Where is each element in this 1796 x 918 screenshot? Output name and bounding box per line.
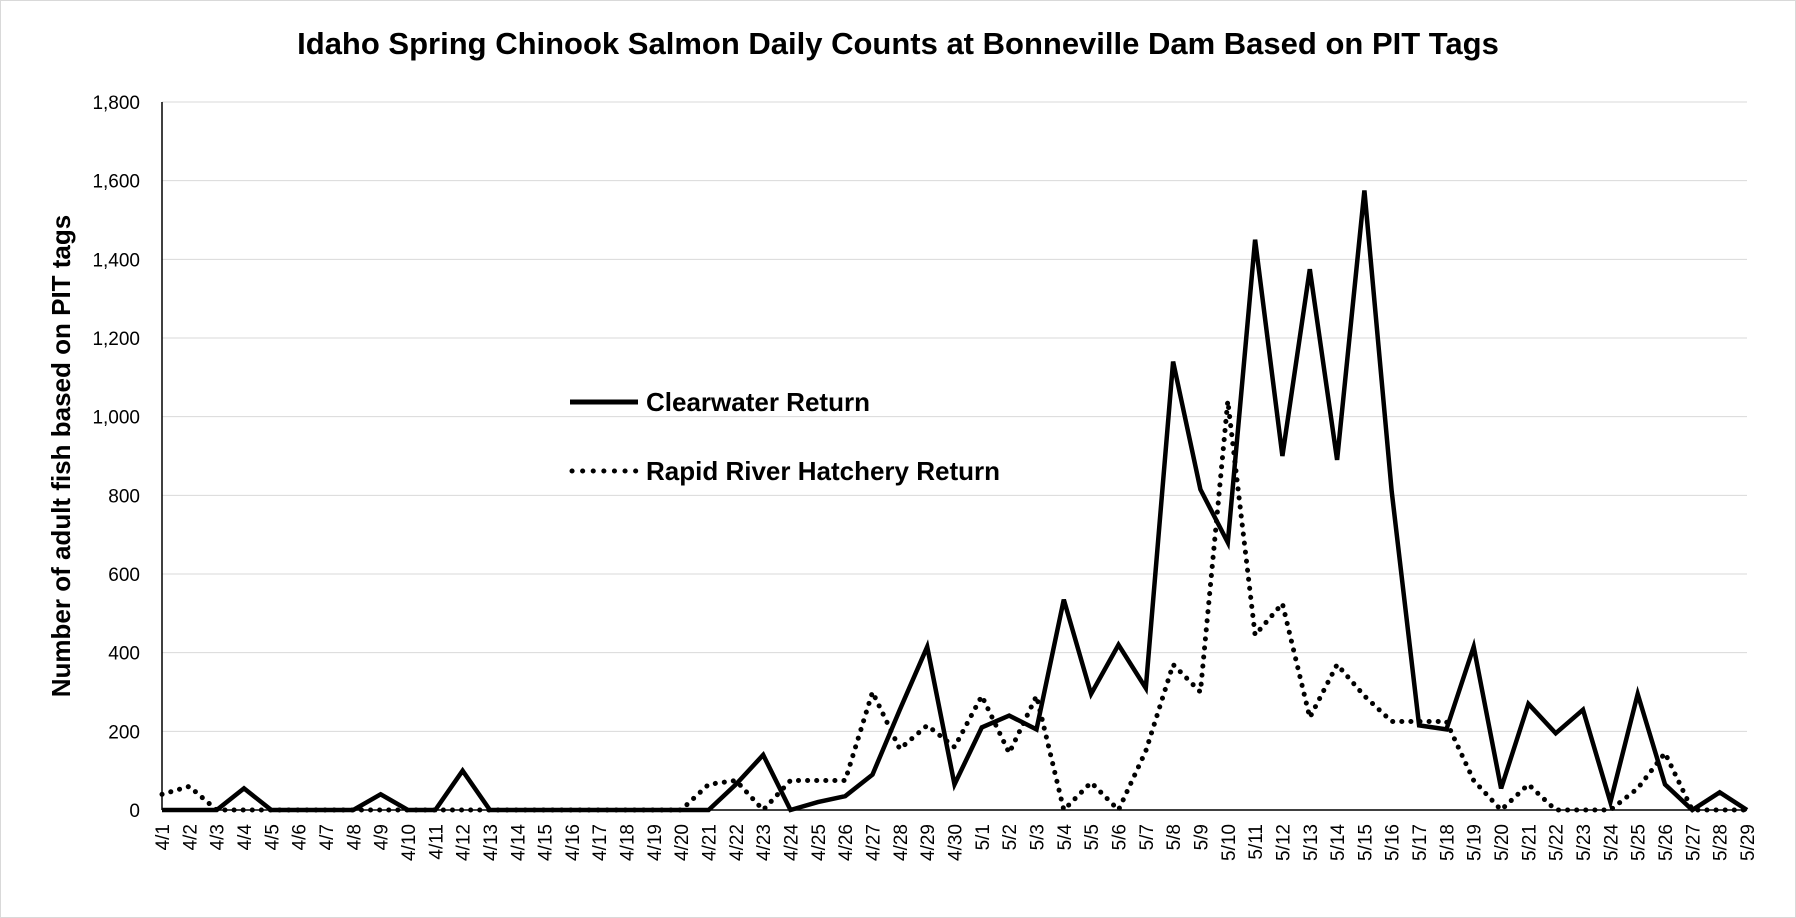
x-tick-label: 4/20 [672,824,693,861]
x-tick-label: 5/17 [1410,824,1431,861]
x-tick-label: 4/6 [290,824,311,850]
x-tick-label: 4/29 [918,824,939,861]
x-tick-label: 5/20 [1492,824,1513,861]
y-tick-label: 1,000 [92,408,140,429]
x-tick-label: 4/24 [782,824,803,861]
x-tick-label: 4/1 [153,824,174,850]
x-tick-label: 5/3 [1027,824,1048,850]
gridlines [162,101,1747,732]
y-tick-label: 200 [108,722,140,743]
x-tick-labels: 4/1 4/2 4/3 4/4 4/5 4/6 4/7 4/8 4/9 4/10 4/11 4/12 4… [153,824,1759,861]
x-tick-label: 4/4 [235,824,256,851]
x-tick-label: 5/10 [1219,824,1240,861]
y-tick-label: 600 [108,565,140,586]
y-tick-label: 400 [108,644,140,665]
y-tick-label: 800 [108,486,140,507]
x-tick-label: 4/18 [618,824,639,861]
x-tick-label: 4/5 [262,824,283,850]
x-tick-label: 5/23 [1574,824,1595,861]
x-tick-label: 4/25 [809,824,830,861]
y-tick-label: 1,600 [92,172,140,193]
x-tick-label: 5/2 [1000,824,1021,850]
x-tick-label: 4/27 [864,824,885,861]
x-tick-label: 4/22 [727,824,748,861]
legend: Clearwater Return Rapid River Hatchery R… [569,387,1000,486]
x-tick-label: 5/25 [1629,824,1650,861]
x-tick-label: 4/10 [399,824,420,861]
x-tick-label: 5/11 [1246,824,1267,860]
y-tick-label: 1,200 [92,329,140,350]
y-tick-labels: 0 200 400 600 800 1,000 1,200 1,400 1,600 1,800 [92,93,140,822]
x-tick-label: 4/21 [700,824,721,861]
x-tick-label: 5/4 [1055,824,1076,851]
x-tick-label: 4/2 [180,824,201,850]
x-tick-label: 5/15 [1355,824,1376,861]
x-tick-label: 5/19 [1465,824,1486,861]
x-tick-label: 5/7 [1137,824,1158,850]
legend-label-clearwater: Clearwater Return [646,387,870,417]
x-tick-label: 4/14 [508,824,529,861]
x-tick-label: 5/8 [1164,824,1185,850]
x-tick-label: 5/29 [1738,824,1759,861]
x-tick-label: 5/24 [1601,824,1622,861]
x-tick-label: 5/12 [1273,824,1294,861]
x-tick-label: 5/6 [1109,824,1130,850]
y-tick-label: 0 [129,801,140,822]
x-tick-label: 4/26 [836,824,857,861]
x-tick-label: 4/30 [946,824,967,861]
chart-title: Idaho Spring Chinook Salmon Daily Counts… [297,26,1499,61]
x-tick-label: 4/17 [590,824,611,861]
x-tick-label: 5/9 [1191,824,1212,850]
x-tick-label: 4/28 [891,824,912,861]
x-tick-label: 5/21 [1519,824,1540,861]
x-tick-label: 5/22 [1547,824,1568,861]
y-axis-label: Number of adult fish based on PIT tags [46,215,76,698]
x-tick-label: 4/16 [563,824,584,861]
series-lines [159,190,1750,815]
x-tick-label: 4/9 [372,824,393,850]
x-tick-label: 5/1 [973,824,994,850]
x-tick-label: 4/13 [481,824,502,861]
x-tick-label: 5/26 [1656,824,1677,861]
legend-label-rapid-river: Rapid River Hatchery Return [646,456,1000,486]
y-tick-label: 1,800 [92,93,140,114]
x-tick-label: 4/12 [454,824,475,861]
series-line-clearwater [162,190,1749,813]
x-tick-label: 4/15 [536,824,557,861]
x-tick-label: 4/19 [645,824,666,861]
x-tick-label: 4/8 [344,824,365,850]
x-tick-label: 5/13 [1301,824,1322,861]
x-tick-label: 5/14 [1328,824,1349,861]
x-tick-label: 5/5 [1082,824,1103,850]
x-tick-label: 5/28 [1711,824,1732,861]
x-tick-label: 5/16 [1383,824,1404,861]
x-tick-label: 4/3 [208,824,229,850]
x-tick-label: 5/18 [1437,824,1458,861]
x-tick-label: 4/7 [317,824,338,850]
x-tick-label: 5/27 [1683,824,1704,861]
x-tick-label: 4/23 [754,824,775,861]
x-tick-label: 4/11 [426,824,447,860]
y-tick-label: 1,400 [92,250,140,271]
